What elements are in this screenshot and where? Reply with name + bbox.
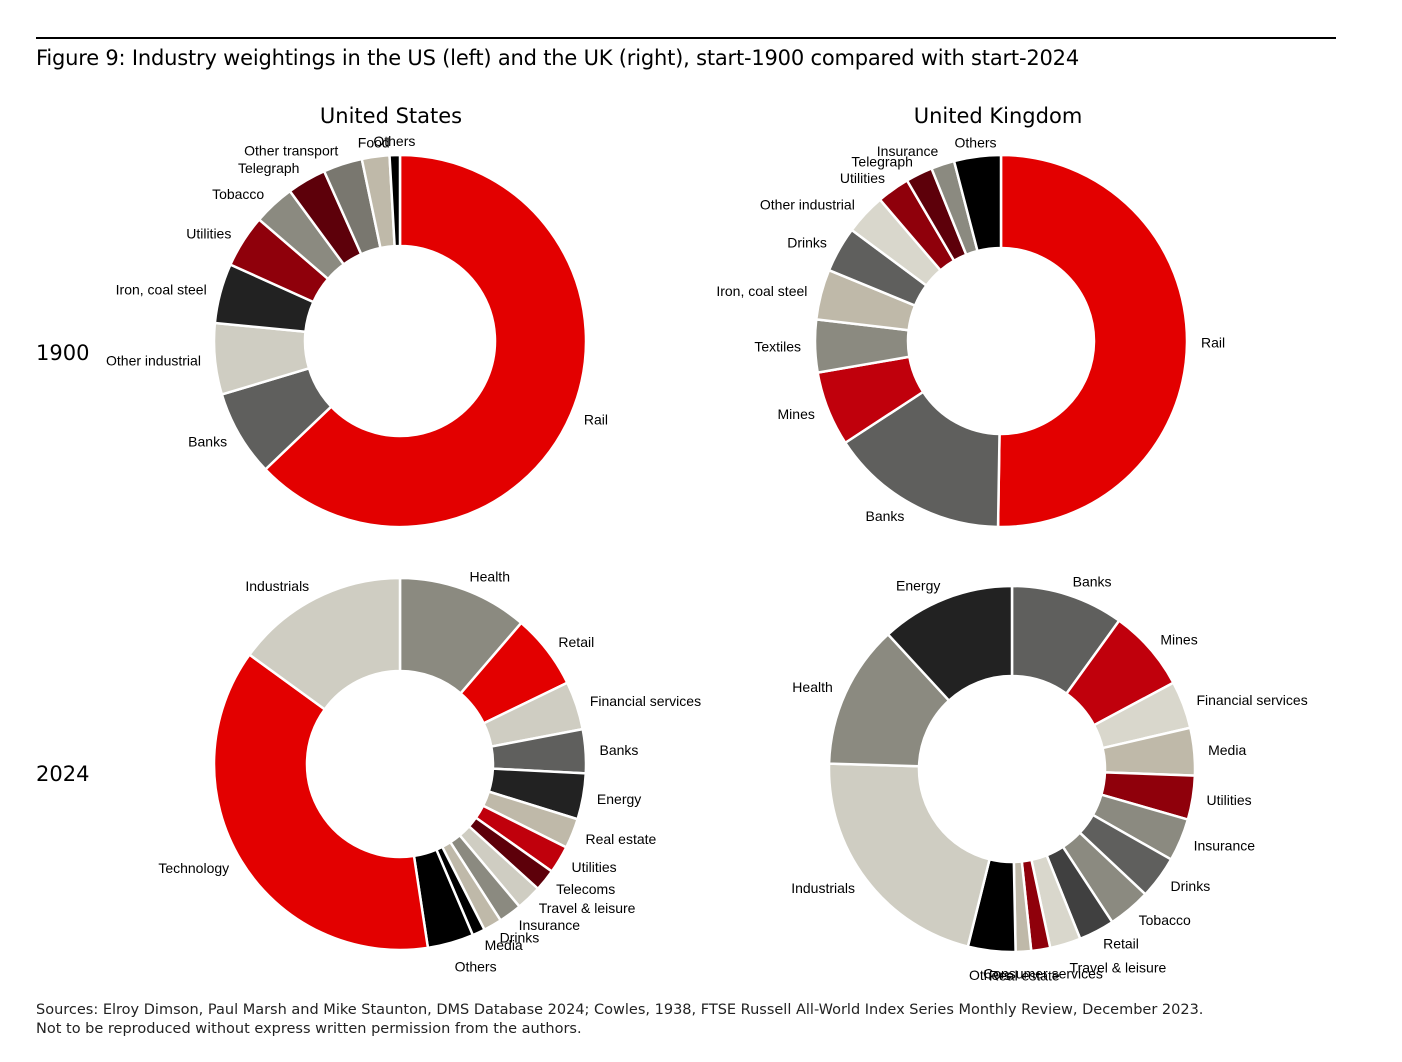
label-others: Others (955, 135, 997, 151)
slice-others (952, 153, 1003, 253)
sources-note: Sources: Elroy Dimson, Paul Marsh and Mi… (36, 1001, 1203, 1039)
label-utilities: Utilities (572, 859, 617, 875)
label-energy: Energy (896, 577, 940, 593)
label-others: Others (969, 967, 1011, 983)
year-label-2024: 2024 (36, 762, 90, 786)
label-telecoms: Telecoms (556, 881, 615, 897)
label-other-industrial: Other industrial (106, 352, 201, 368)
label-mines: Mines (1160, 631, 1197, 647)
slice-rail (996, 153, 1189, 529)
label-iron-coal-steel: Iron, coal steel (716, 283, 807, 299)
label-telegraph: Telegraph (851, 153, 913, 169)
label-others: Others (455, 958, 497, 974)
label-utilities: Utilities (186, 225, 231, 241)
label-insurance: Insurance (519, 917, 581, 933)
label-financial-services: Financial services (1196, 692, 1307, 708)
heading-united-kingdom: United Kingdom (913, 104, 1083, 128)
label-utilities: Utilities (1207, 792, 1252, 808)
label-industrials: Industrials (791, 880, 855, 896)
label-tobacco: Tobacco (1139, 912, 1191, 928)
label-industrials: Industrials (245, 578, 309, 594)
year-label-1900: 1900 (36, 341, 90, 365)
label-telegraph: Telegraph (238, 160, 300, 176)
label-other-transport: Other transport (244, 143, 338, 159)
label-other-industrial: Other industrial (760, 197, 855, 213)
slice-industrials (827, 762, 991, 948)
label-health: Health (792, 679, 832, 695)
label-health: Health (470, 568, 510, 584)
title-rule (36, 37, 1336, 39)
label-insurance: Insurance (1194, 837, 1256, 853)
label-retail: Retail (1103, 936, 1139, 952)
slice-rail (264, 153, 588, 529)
label-banks: Banks (600, 742, 639, 758)
sources-line-1: Sources: Elroy Dimson, Paul Marsh and Mi… (36, 1002, 1204, 1018)
label-banks: Banks (188, 434, 227, 450)
label-mines: Mines (778, 406, 815, 422)
label-banks: Banks (866, 508, 905, 524)
label-media: Media (485, 937, 523, 953)
figure-title: Figure 9: Industry weightings in the US … (36, 46, 1079, 70)
label-banks: Banks (1073, 574, 1112, 590)
label-technology: Technology (158, 860, 229, 876)
label-rail: Rail (584, 412, 608, 428)
donut-united-kingdom-2024: Banks Mines Financial services Media Utiliti… (791, 574, 1308, 984)
label-media: Media (1208, 742, 1246, 758)
label-iron-coal-steel: Iron, coal steel (116, 282, 207, 298)
sources-line-2: Not to be reproduced without express wri… (36, 1021, 582, 1037)
slice-energy (886, 584, 1014, 702)
label-insurance: Insurance (877, 143, 939, 159)
heading-united-states: United States (319, 104, 463, 128)
label-textiles: Textiles (754, 338, 801, 354)
slice-industrials (248, 576, 402, 711)
label-retail: Retail (558, 634, 594, 650)
donut-united-kingdom-1900: Rail Banks Mines Textiles Iron, coal steel Dr… (716, 135, 1225, 529)
label-food: Food (358, 135, 390, 151)
donut-united-states-1900: Rail Banks Other industrial Iron, coal stee… (106, 133, 608, 529)
donut-united-states-2024: Health Retail Financial services Banks Energ… (158, 568, 701, 974)
label-drinks: Drinks (500, 929, 540, 945)
label-real-estate: Real estate (585, 831, 656, 847)
label-rail: Rail (1201, 335, 1225, 351)
label-drinks: Drinks (1171, 878, 1211, 894)
label-energy: Energy (597, 791, 641, 807)
label-travel-and-leisure: Travel & leisure (539, 900, 636, 916)
slice-others (388, 153, 402, 248)
label-drinks: Drinks (787, 234, 827, 250)
label-financial-services: Financial services (590, 693, 701, 709)
label-tobacco: Tobacco (212, 186, 264, 202)
label-utilities: Utilities (840, 170, 885, 186)
label-consumer-services: Consumer services (983, 966, 1103, 982)
label-others: Others (373, 133, 415, 149)
slice-technology (212, 653, 430, 952)
label-real-estate: Real estate (989, 968, 1060, 984)
label-travel-and-leisure: Travel & leisure (1070, 959, 1167, 975)
